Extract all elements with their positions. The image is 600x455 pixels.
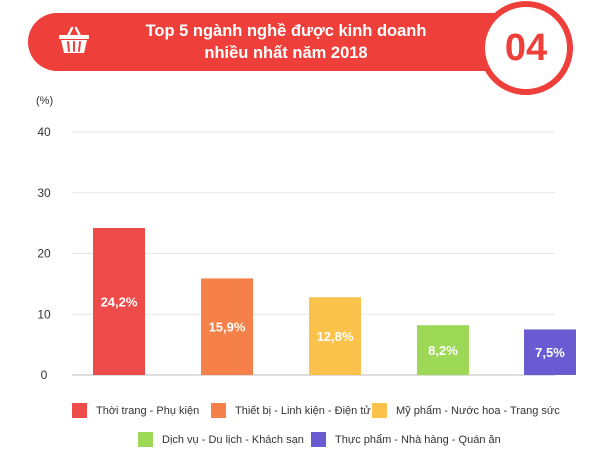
- title-line-1: Top 5 ngành nghề được kinh doanh: [145, 22, 427, 40]
- y-tick-label: 30: [37, 186, 51, 200]
- bar: [201, 278, 253, 375]
- section-number-badge: 04: [479, 1, 573, 95]
- y-tick-label: 0: [41, 368, 48, 382]
- bar-value-label: 15,9%: [209, 320, 246, 335]
- y-axis-label: (%): [36, 95, 53, 107]
- title-line-2: nhiều nhất năm 2018: [204, 44, 368, 62]
- chart-title: Top 5 ngành nghề được kinh doanh nhiều n…: [88, 20, 484, 64]
- header-banner: Top 5 ngành nghề được kinh doanh nhiều n…: [28, 13, 524, 71]
- bar-value-label: 7,5%: [535, 345, 565, 360]
- section-number: 04: [504, 26, 548, 69]
- bar: [93, 227, 145, 375]
- y-tick-label: 10: [37, 307, 51, 321]
- y-tick-label: 20: [37, 247, 51, 261]
- bar: [309, 297, 361, 375]
- bar-value-label: 24,2%: [101, 294, 138, 309]
- basket-icon: [59, 26, 89, 53]
- bar-value-label: 12,8%: [317, 329, 354, 344]
- bar-value-label: 8,2%: [428, 343, 458, 358]
- bar: [417, 325, 469, 375]
- y-tick-label: 40: [37, 125, 51, 139]
- bar: [524, 329, 576, 375]
